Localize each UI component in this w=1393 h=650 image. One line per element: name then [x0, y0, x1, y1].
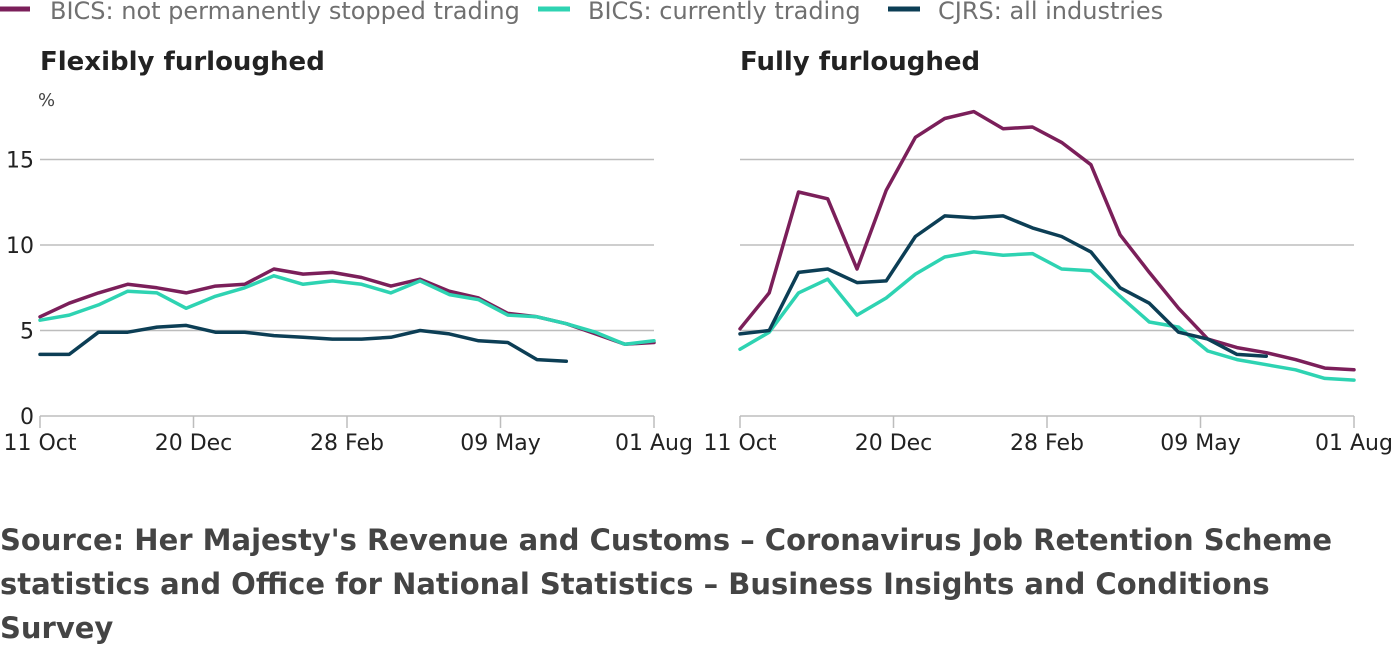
legend-label: BICS: currently trading: [588, 0, 861, 25]
series-line: [38, 323, 569, 364]
legend-item-bics-currently-trading: BICS: currently trading: [538, 0, 861, 25]
x-tick-label: 01 Aug: [615, 431, 693, 456]
legend-item-cjrs-all-industries: CJRS: all industries: [888, 0, 1163, 25]
legend: BICS: not permanently stopped trading BI…: [0, 0, 1163, 25]
x-tick-label: 28 Feb: [310, 431, 384, 456]
panel-title: Flexibly furloughed: [40, 47, 325, 77]
panel-title: Fully furloughed: [740, 47, 980, 77]
series-line: [738, 109, 1356, 372]
x-tick-label: 11 Oct: [703, 431, 776, 456]
x-tick-label: 28 Feb: [1010, 431, 1084, 456]
legend-label: CJRS: all industries: [938, 0, 1163, 25]
y-tick-label: 10: [6, 234, 34, 259]
y-tick-label: 15: [6, 149, 34, 174]
x-tick-label: 09 May: [460, 431, 540, 456]
source-note: Source: Her Majesty's Revenue and Custom…: [0, 523, 1333, 645]
x-tick-label: 01 Aug: [1315, 431, 1393, 456]
panel-fully-furloughed: Fully furloughed 11 Oct 20 Dec 28 Feb 09 Ma…: [703, 47, 1392, 456]
series-line: [738, 250, 1356, 382]
legend-item-bics-not-stopped: BICS: not permanently stopped trading: [0, 0, 520, 25]
x-tick-label: 20 Dec: [855, 431, 933, 456]
panel-flexibly-furloughed: Flexibly furloughed % 0 5 10 15 11 Oct 20 Dec…: [3, 47, 692, 456]
y-tick-label: 0: [20, 405, 34, 430]
series-line: [738, 214, 1269, 358]
series-line: [38, 274, 656, 346]
x-tick-label: 11 Oct: [3, 431, 76, 456]
y-axis-unit: %: [38, 90, 55, 111]
x-tick-label: 09 May: [1160, 431, 1240, 456]
y-tick-label: 5: [20, 320, 34, 345]
x-tick-label: 20 Dec: [155, 431, 233, 456]
furlough-chart: BICS: not permanently stopped trading BI…: [0, 0, 1393, 456]
legend-label: BICS: not permanently stopped trading: [50, 0, 520, 25]
